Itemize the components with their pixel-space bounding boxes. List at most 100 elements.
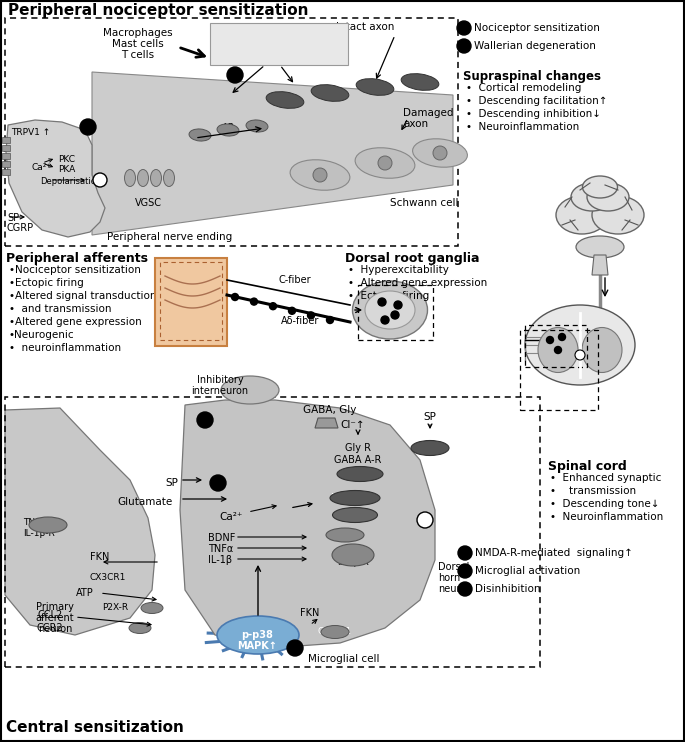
Bar [155, 258, 227, 346]
Text: FKN: FKN [90, 552, 110, 562]
Ellipse shape [321, 626, 349, 639]
Text: CCR2: CCR2 [37, 623, 63, 633]
Circle shape [269, 303, 277, 309]
Ellipse shape [576, 236, 624, 258]
Ellipse shape [582, 327, 622, 372]
Text: Aδ-fiber: Aδ-fiber [281, 316, 319, 326]
Circle shape [251, 298, 258, 305]
Text: IL-1β, TNFα, IL-6,: IL-1β, TNFα, IL-6, [215, 27, 298, 37]
Ellipse shape [337, 467, 383, 482]
Text: •  Altered gene expression: • Altered gene expression [348, 278, 487, 288]
Text: C-fiber: C-fiber [279, 275, 311, 285]
Text: NMDA-R ↑: NMDA-R ↑ [332, 493, 379, 502]
Text: 4: 4 [292, 643, 299, 653]
Text: •  Neuroinflammation: • Neuroinflammation [466, 122, 580, 132]
Text: •Altered gene expression: •Altered gene expression [9, 317, 142, 327]
Text: +: + [95, 175, 105, 185]
Bar [2, 161, 10, 167]
Text: •  and transmission: • and transmission [9, 304, 112, 314]
Circle shape [547, 337, 553, 344]
Ellipse shape [587, 183, 629, 211]
Text: CX3CR1: CX3CR1 [90, 573, 126, 582]
Text: trkB: trkB [336, 531, 354, 539]
Text: •  Descending inhibition↓: • Descending inhibition↓ [466, 109, 601, 119]
Ellipse shape [353, 281, 427, 339]
Text: Dorsal: Dorsal [438, 562, 469, 572]
Text: 3: 3 [462, 548, 468, 557]
Ellipse shape [138, 169, 149, 186]
Ellipse shape [332, 544, 374, 566]
Text: IL-1β: IL-1β [208, 555, 232, 565]
Text: 4: 4 [462, 566, 468, 576]
Text: AP: AP [222, 123, 234, 133]
Text: 1: 1 [85, 122, 91, 132]
Circle shape [80, 119, 96, 135]
Ellipse shape [266, 92, 304, 108]
Text: Schwann cell: Schwann cell [390, 198, 458, 208]
Ellipse shape [571, 183, 613, 211]
Ellipse shape [582, 176, 617, 198]
Text: 2: 2 [232, 70, 238, 80]
Circle shape [458, 564, 472, 578]
Text: IL-1β-R: IL-1β-R [337, 558, 369, 567]
Circle shape [378, 298, 386, 306]
Ellipse shape [151, 169, 162, 186]
Text: Mast cells: Mast cells [112, 39, 164, 49]
Text: horn: horn [438, 573, 460, 583]
Text: Gly R: Gly R [345, 443, 371, 453]
Text: −: − [420, 513, 430, 527]
Circle shape [232, 294, 238, 301]
Circle shape [394, 301, 402, 309]
Ellipse shape [221, 376, 279, 404]
Circle shape [197, 412, 213, 428]
Bar [210, 23, 348, 65]
Text: TNF-R: TNF-R [340, 548, 366, 557]
Text: BDNF: BDNF [208, 533, 236, 543]
Text: •Neurogenic: •Neurogenic [9, 330, 75, 340]
Circle shape [457, 21, 471, 35]
Bar [2, 153, 10, 159]
Bar [520, 330, 598, 410]
Ellipse shape [525, 305, 635, 385]
Ellipse shape [378, 156, 392, 170]
Ellipse shape [355, 148, 415, 178]
Text: FKN: FKN [300, 608, 320, 618]
Text: KCC2: KCC2 [347, 469, 373, 479]
Text: PKC: PKC [58, 155, 75, 164]
Text: interneuron: interneuron [191, 386, 249, 396]
Text: NK1-R: NK1-R [415, 443, 445, 453]
Text: afferent: afferent [36, 613, 74, 623]
Text: TRPV1 ↑: TRPV1 ↑ [11, 128, 50, 137]
Text: •  Hyperexcitability: • Hyperexcitability [348, 265, 449, 275]
Text: •    transmission: • transmission [550, 486, 636, 496]
Circle shape [288, 307, 295, 315]
Text: AMPA-R: AMPA-R [338, 510, 372, 519]
Text: •Nociceptor sensitization: •Nociceptor sensitization [9, 265, 141, 275]
Polygon shape [180, 400, 435, 648]
Ellipse shape [433, 146, 447, 160]
Circle shape [327, 317, 334, 324]
Text: Supraspinal changes: Supraspinal changes [463, 70, 601, 83]
Text: Central sensitization: Central sensitization [6, 720, 184, 735]
Text: Disinhibition: Disinhibition [475, 584, 540, 594]
Text: SP: SP [7, 213, 19, 223]
Ellipse shape [311, 85, 349, 102]
Polygon shape [92, 72, 453, 235]
Polygon shape [6, 120, 105, 237]
Circle shape [391, 311, 399, 319]
Bar [5, 18, 458, 246]
Text: NMDA-R-mediated  signaling↑: NMDA-R-mediated signaling↑ [475, 548, 633, 558]
Text: ATP: ATP [76, 588, 94, 598]
Circle shape [575, 350, 585, 360]
Text: TNF-R: TNF-R [23, 518, 50, 527]
Ellipse shape [592, 196, 644, 234]
Text: VGSC: VGSC [134, 198, 162, 208]
Ellipse shape [411, 441, 449, 456]
Text: Macrophages: Macrophages [103, 28, 173, 38]
Text: SP: SP [423, 412, 436, 422]
Text: P2X-R: P2X-R [102, 603, 128, 612]
Circle shape [227, 67, 243, 83]
Text: MAPK↑: MAPK↑ [237, 641, 277, 651]
Text: Peripheral nerve ending: Peripheral nerve ending [108, 232, 233, 242]
Ellipse shape [401, 73, 439, 91]
